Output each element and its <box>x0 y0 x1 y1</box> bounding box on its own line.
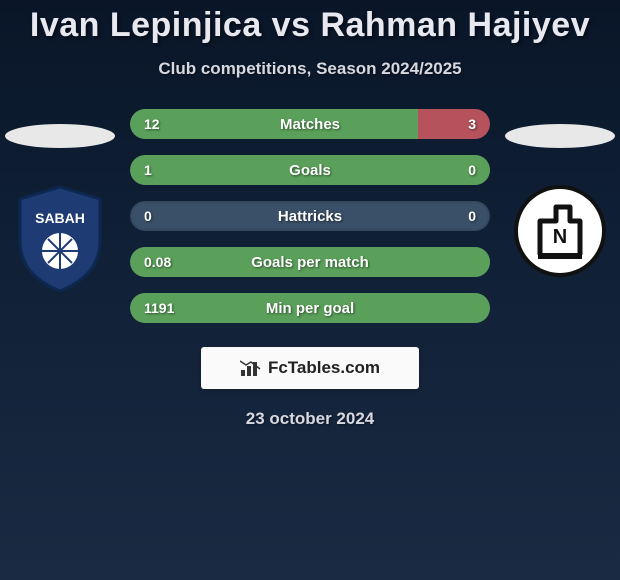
watermark-badge: FcTables.com <box>201 347 419 389</box>
stat-fill-left <box>130 109 418 139</box>
stat-value-left: 1191 <box>144 300 174 316</box>
stat-label: Min per goal <box>266 300 354 317</box>
stat-label: Goals <box>289 162 331 179</box>
stat-row: 0.08 Goals per match <box>130 247 490 277</box>
stat-row: 12 Matches 3 <box>130 109 490 139</box>
stat-value-right: 0 <box>468 162 476 178</box>
left-player-column: SABAH <box>0 109 120 295</box>
stat-value-left: 0 <box>144 208 152 224</box>
stat-value-left: 1 <box>144 162 152 178</box>
player-placeholder-right <box>505 124 615 148</box>
stat-row: 1 Goals 0 <box>130 155 490 185</box>
stat-fill-right <box>418 109 490 139</box>
stat-label: Hattricks <box>278 208 342 225</box>
stat-value-left: 0.08 <box>144 254 171 270</box>
comparison-content: SABAH 12 Matches 3 1 Goals 0 0 Hattricks 0 0.08 Go… <box>0 109 620 323</box>
svg-text:SABAH: SABAH <box>35 210 85 226</box>
stat-row: 1191 Min per goal <box>130 293 490 323</box>
stat-value-right: 0 <box>468 208 476 224</box>
page-title: Ivan Lepinjica vs Rahman Hajiyev <box>0 0 620 45</box>
stats-table: 12 Matches 3 1 Goals 0 0 Hattricks 0 0.08 Goals pe… <box>130 109 490 323</box>
stat-value-right: 3 <box>468 116 476 132</box>
page-subtitle: Club competitions, Season 2024/2025 <box>0 59 620 79</box>
stat-label: Matches <box>280 116 340 133</box>
bar-chart-icon <box>240 359 262 377</box>
player-placeholder-left <box>5 124 115 148</box>
stat-row: 0 Hattricks 0 <box>130 201 490 231</box>
sabah-badge-icon: SABAH <box>12 183 108 295</box>
club-badge-right: N <box>512 183 608 279</box>
club-badge-left: SABAH <box>12 183 108 295</box>
neftci-badge-icon: N <box>512 183 608 279</box>
stat-label: Goals per match <box>251 254 369 271</box>
stat-value-left: 12 <box>144 116 160 132</box>
snapshot-date: 23 october 2024 <box>0 409 620 429</box>
svg-text:N: N <box>553 226 567 248</box>
right-player-column: N <box>500 109 620 279</box>
watermark-text: FcTables.com <box>268 358 380 378</box>
